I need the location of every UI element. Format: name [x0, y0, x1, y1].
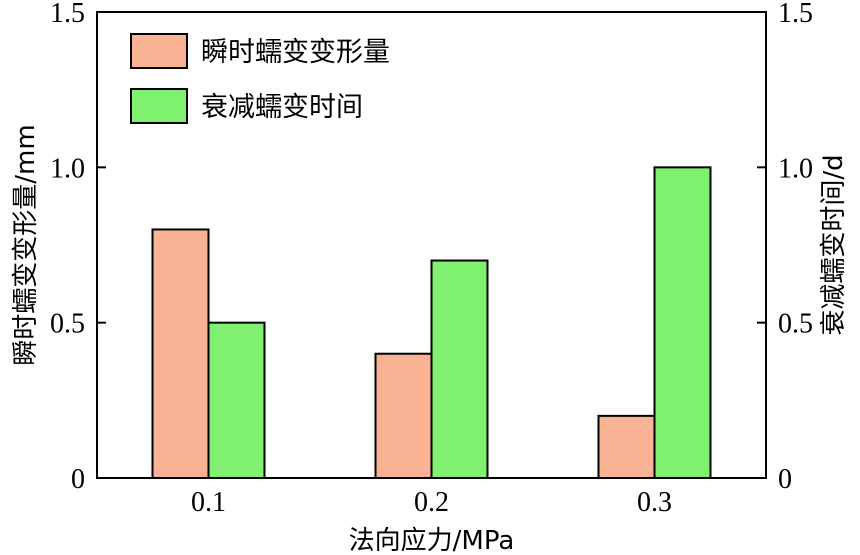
y-axis-right-label: 衰减蠕变时间/d [819, 154, 849, 335]
legend-swatch-series-2 [130, 88, 188, 124]
bar-decay-time-0.1 [207, 321, 266, 479]
y-right-tick-label: 0.5 [778, 309, 813, 340]
y-left-tick-label: 1.0 [50, 153, 85, 184]
y-right-tick-label: 1.5 [778, 0, 813, 29]
x-tick-label: 0.1 [191, 487, 226, 518]
bar-decay-time-0.2 [430, 259, 489, 479]
x-tick-label: 0.2 [414, 487, 449, 518]
bar-instant-deformation-0.1 [151, 228, 210, 479]
x-tick-label: 0.3 [637, 487, 672, 518]
legend-label-series-1: 瞬时蠕变变形量 [201, 37, 390, 68]
y-left-tick-label: 0 [71, 464, 85, 495]
y-right-tick-label: 1.0 [778, 153, 813, 184]
legend-swatch-series-1 [130, 33, 188, 69]
y-axis-left-label: 瞬时蠕变变形量/mm [11, 124, 41, 365]
ticks-layer: 0.1 0.2 0.3 0 0.5 1.0 1.5 0 0.5 1.0 1.5 [50, 0, 813, 518]
bar-instant-deformation-0.3 [597, 414, 656, 480]
legend-label-series-2: 衰减蠕变时间 [201, 92, 363, 123]
y-right-tick-label: 0 [778, 464, 792, 495]
bar-decay-time-0.3 [653, 166, 712, 479]
y-left-tick-label: 0.5 [50, 309, 85, 340]
bar-instant-deformation-0.2 [374, 352, 433, 480]
legend: 瞬时蠕变变形量 衰减蠕变时间 [130, 33, 390, 124]
x-axis-label: 法向应力/MPa [349, 526, 515, 555]
y-left-tick-label: 1.5 [50, 0, 85, 29]
bars-layer [151, 166, 712, 480]
